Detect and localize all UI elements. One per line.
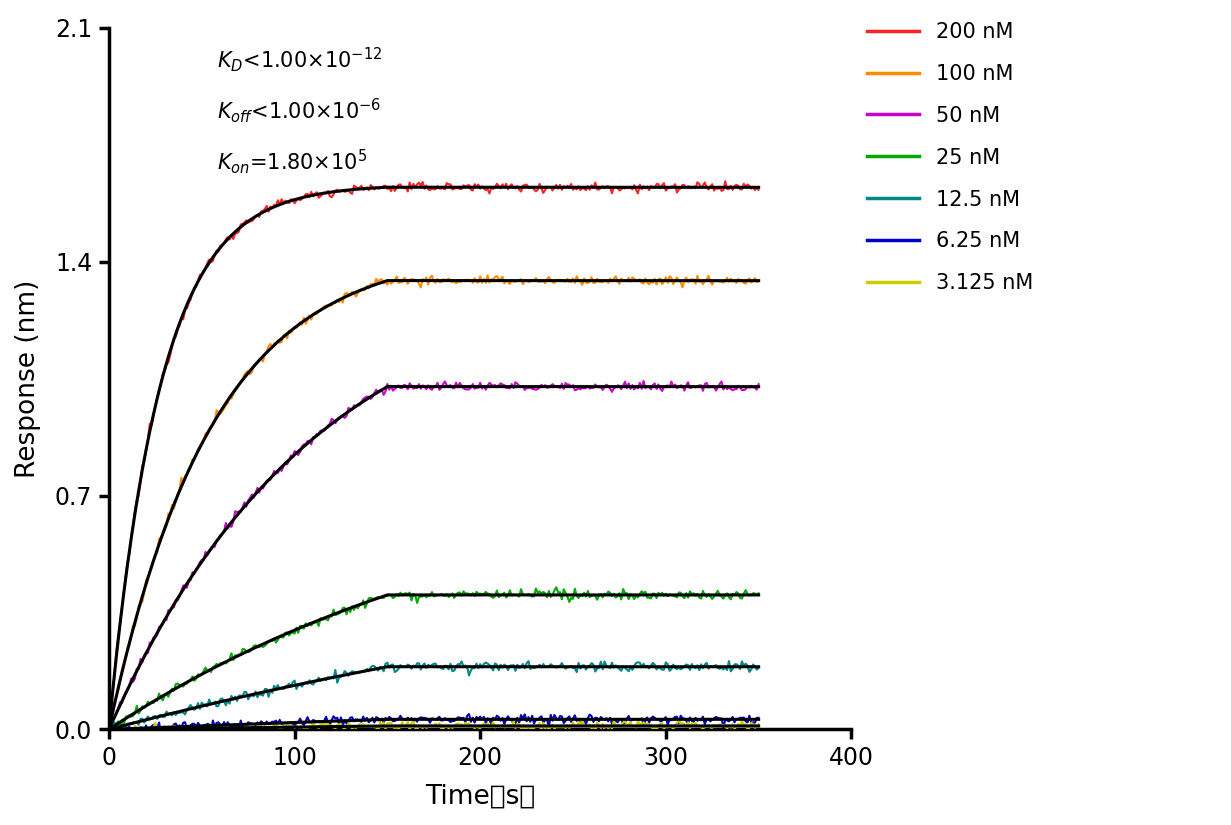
Y-axis label: Response (nm): Response (nm) [15,280,41,478]
Legend: 200 nM, 100 nM, 50 nM, 25 nM, 12.5 nM, 6.25 nM, 3.125 nM: 200 nM, 100 nM, 50 nM, 25 nM, 12.5 nM, 6… [859,14,1041,302]
Text: $K_D$<1.00×10$^{-12}$
$K_{off}$<1.00×10$^{-6}$
$K_{on}$=1.80×10$^{5}$: $K_D$<1.00×10$^{-12}$ $K_{off}$<1.00×10$… [217,45,382,177]
X-axis label: Time（s）: Time（s） [425,784,535,810]
